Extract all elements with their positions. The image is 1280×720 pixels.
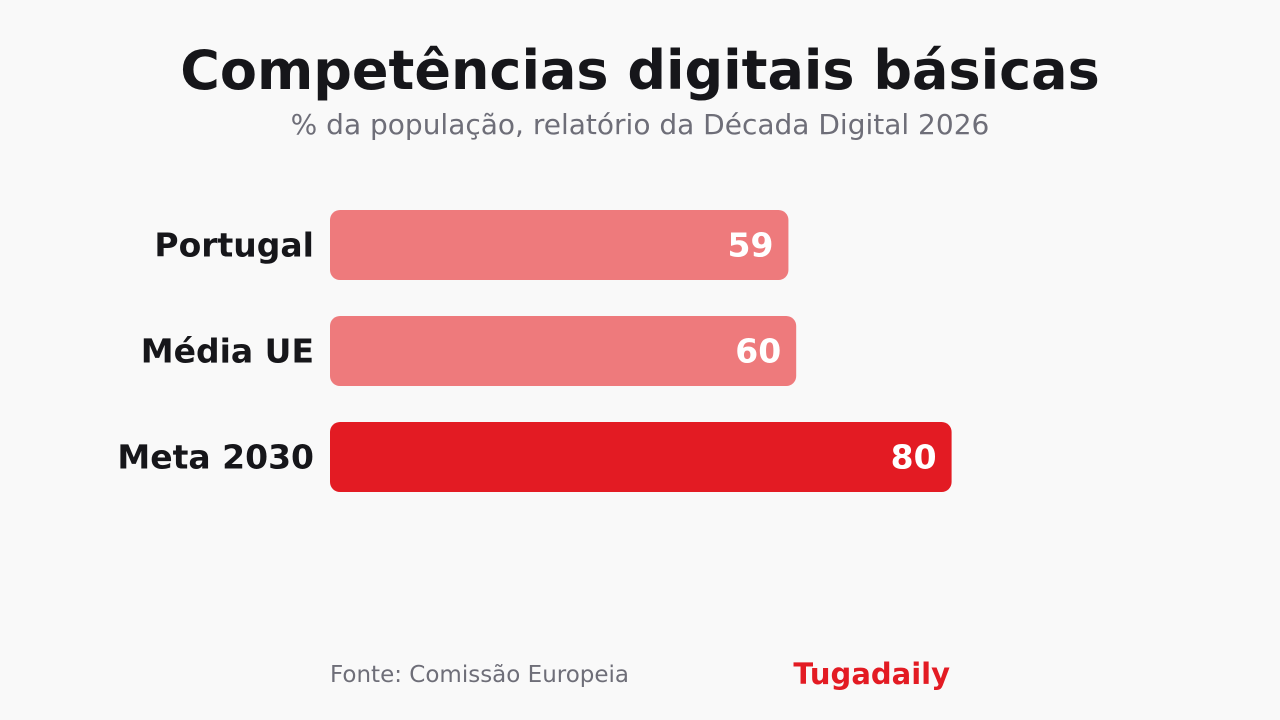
value-label-0: 59 bbox=[727, 226, 773, 265]
bar-2 bbox=[330, 422, 952, 492]
category-label-2: Meta 2030 bbox=[117, 438, 314, 477]
chart-subtitle: % da população, relatório da Década Digi… bbox=[290, 108, 990, 141]
value-label-1: 60 bbox=[735, 332, 781, 371]
bar-0 bbox=[330, 210, 789, 280]
brand-logo: Tugadaily bbox=[793, 657, 950, 691]
source-note: Fonte: Comissão Europeia bbox=[330, 662, 630, 688]
chart-title: Competências digitais básicas bbox=[180, 39, 1100, 102]
category-label-1: Média UE bbox=[141, 332, 314, 371]
value-label-2: 80 bbox=[891, 438, 937, 477]
bar-1 bbox=[330, 316, 797, 386]
category-label-0: Portugal bbox=[154, 226, 314, 265]
